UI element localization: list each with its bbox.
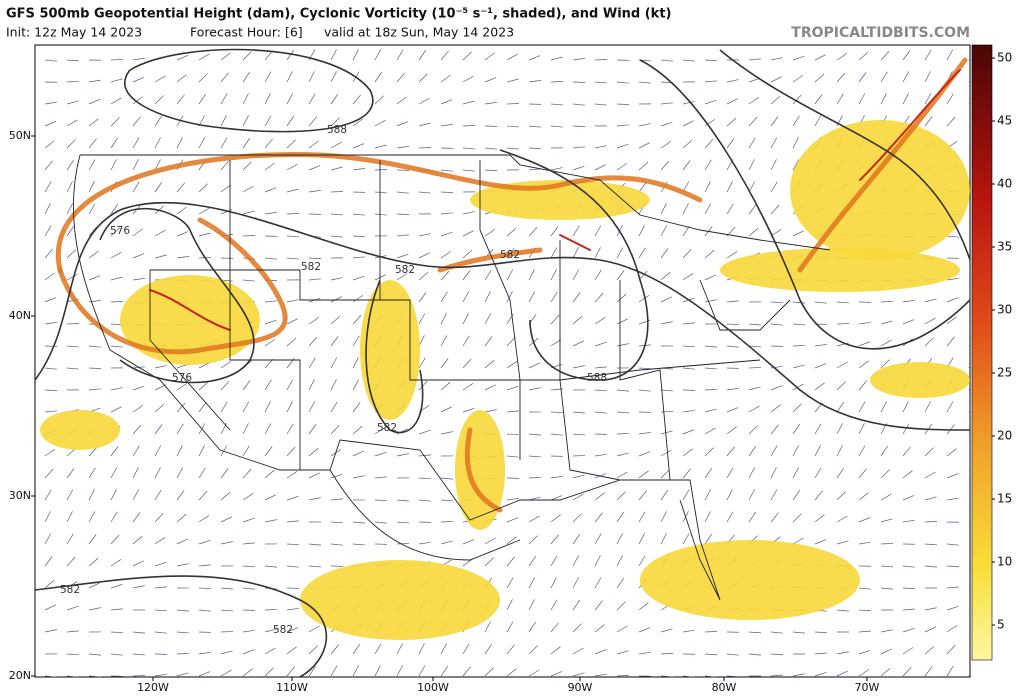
latitude-label: 20N (9, 669, 31, 682)
init-time: Init: 12z May 14 2023 (6, 25, 142, 40)
colorbar-label: 15 (997, 492, 1012, 506)
contour-label: 582 (377, 422, 397, 434)
longitude-axis: 120W 110W 100W 90W 80W 70W (137, 677, 879, 694)
longitude-label: 80W (712, 681, 737, 694)
contour-label: 582 (500, 249, 520, 261)
contour-label: 582 (395, 264, 415, 276)
longitude-label: 70W (855, 681, 880, 694)
latitude-label: 30N (9, 489, 31, 502)
valid-time: valid at 18z Sun, May 14 2023 (324, 25, 514, 40)
contour-label: 588 (587, 372, 607, 384)
contour-label: 576 (110, 225, 130, 237)
colorbar-label: 40 (997, 177, 1012, 191)
contour-label: 582 (273, 624, 293, 636)
longitude-label: 110W (276, 681, 308, 694)
contour-label: 582 (60, 584, 80, 596)
colorbar-label: 30 (997, 303, 1012, 317)
forecast-hour: Forecast Hour: [6] (190, 25, 303, 40)
contour-label: 588 (327, 124, 347, 136)
colorbar-label: 20 (997, 429, 1012, 443)
colorbar-label: 45 (997, 114, 1012, 128)
contour-label: 576 (172, 372, 192, 384)
contour-label: 582 (301, 261, 321, 273)
colorbar-label: 10 (997, 555, 1012, 569)
latitude-label: 40N (9, 309, 31, 322)
colorbar-label: 50 (997, 51, 1012, 65)
title: GFS 500mb Geopotential Height (dam), Cyc… (6, 7, 672, 22)
longitude-label: 120W (137, 681, 169, 694)
latitude-axis: 50N 40N 30N 20N (9, 129, 35, 682)
colorbar (972, 45, 992, 660)
longitude-label: 90W (568, 681, 593, 694)
longitude-label: 100W (417, 681, 449, 694)
colorbar-ticks: 5 10 15 20 25 30 35 40 45 50 (992, 51, 1012, 632)
colorbar-label: 25 (997, 366, 1012, 380)
colorbar-label: 5 (997, 618, 1005, 632)
latitude-label: 50N (9, 129, 31, 142)
watermark: TROPICALTIDBITS.COM (791, 25, 970, 41)
colorbar-label: 35 (997, 240, 1012, 254)
